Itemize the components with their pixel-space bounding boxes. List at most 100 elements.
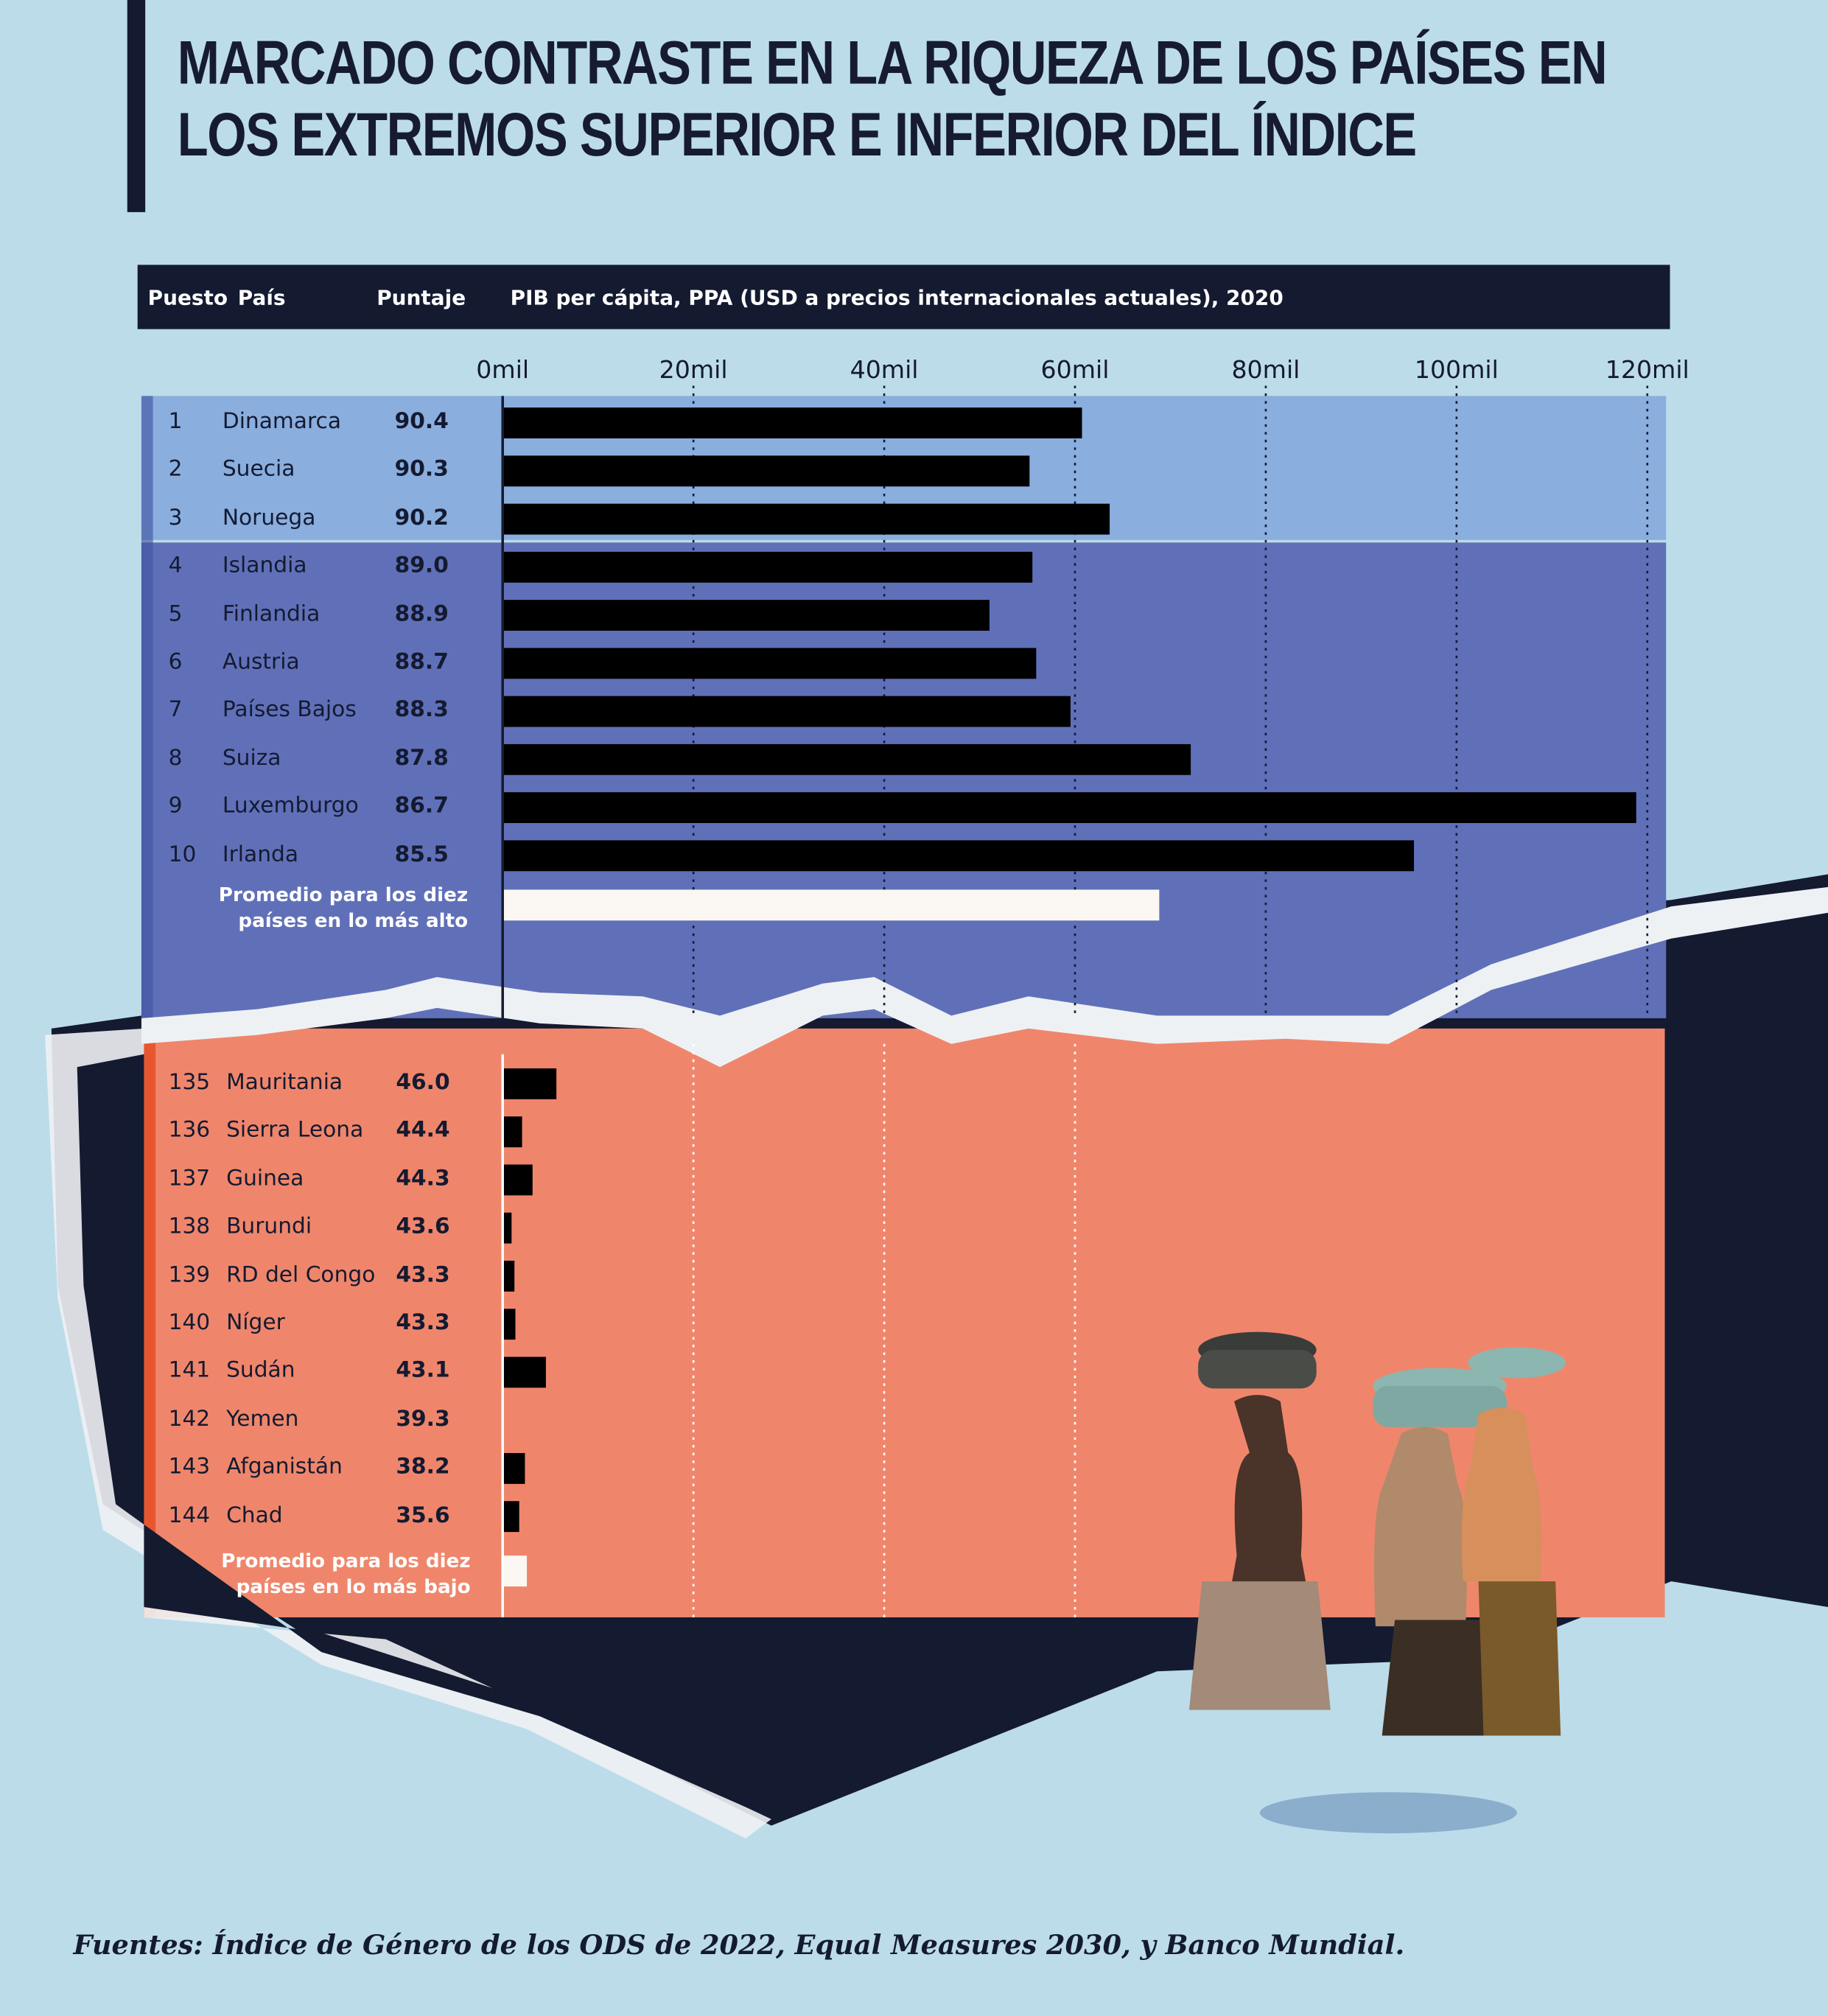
rank-label: 144 xyxy=(168,1502,211,1528)
bar-sierra-leona xyxy=(503,1116,522,1148)
score-label: 43.3 xyxy=(396,1309,450,1336)
score-label: 88.3 xyxy=(394,697,449,724)
country-label: Países Bajos xyxy=(222,697,357,724)
rank-label: 136 xyxy=(168,1117,211,1144)
score-label: 44.3 xyxy=(396,1166,450,1192)
torn-paper-edge xyxy=(141,886,1828,1068)
rank-label: 139 xyxy=(168,1261,211,1288)
rank-label: 2 xyxy=(168,457,183,483)
score-label: 90.4 xyxy=(394,408,449,435)
score-label: 85.5 xyxy=(394,841,449,868)
country-label: Finlandia xyxy=(222,601,321,627)
bar-afganistán xyxy=(503,1452,525,1484)
score-label: 90.2 xyxy=(394,505,449,531)
rank-label: 5 xyxy=(168,601,183,627)
rank-label: 1 xyxy=(168,408,183,435)
bar-chad xyxy=(503,1501,519,1533)
rank-label: 3 xyxy=(168,505,183,531)
country-label: Chad xyxy=(226,1502,283,1528)
score-label: 90.3 xyxy=(394,457,449,483)
source-note: Fuentes: Índice de Género de los ODS de … xyxy=(73,1928,1405,1961)
average-label: Promedio para los diez países en lo más b… xyxy=(221,1548,470,1600)
average-label-line-2: países en lo más alto xyxy=(238,909,469,932)
bar-países-bajos xyxy=(503,696,1071,727)
title-accent-bar xyxy=(127,0,146,212)
x-tick-label: 60mil xyxy=(1040,1625,1110,1653)
x-tick-label: 80mil xyxy=(1231,356,1300,385)
bar-suiza xyxy=(503,743,1191,775)
score-label: 86.7 xyxy=(394,793,449,819)
header-rank: Puesto xyxy=(147,285,228,310)
score-label: 39.3 xyxy=(396,1406,450,1432)
country-label: Afganistán xyxy=(226,1454,343,1480)
rank-label: 6 xyxy=(168,649,183,676)
score-label: 46.0 xyxy=(396,1069,450,1096)
score-label: 35.6 xyxy=(396,1502,450,1528)
bar-sudán xyxy=(503,1357,546,1388)
rank-label: 9 xyxy=(168,793,183,819)
country-label: Austria xyxy=(222,649,300,676)
rank-label: 141 xyxy=(168,1358,211,1385)
country-label: Dinamarca xyxy=(222,408,342,435)
score-label: 88.7 xyxy=(394,649,449,676)
bar-luxemburgo xyxy=(503,792,1636,824)
rank-label: 4 xyxy=(168,553,183,579)
country-label: Suiza xyxy=(222,745,281,771)
x-tick-label: 40mil xyxy=(850,1625,919,1653)
header-gdp: PIB per cápita, PPA (USD a precios inter… xyxy=(510,285,1284,310)
bar-irlanda xyxy=(503,840,1415,872)
rank-label: 140 xyxy=(168,1309,211,1336)
score-label: 43.3 xyxy=(396,1261,450,1288)
country-label: Yemen xyxy=(226,1406,299,1432)
score-label: 87.8 xyxy=(394,745,449,771)
rank-label: 135 xyxy=(168,1069,211,1096)
average-label-line-1: Promedio para los diez xyxy=(221,1549,471,1572)
x-tick-label: 120mil xyxy=(1605,356,1689,385)
bar-dinamarca xyxy=(503,407,1082,438)
bar-noruega xyxy=(503,503,1110,535)
score-label: 43.6 xyxy=(396,1214,450,1240)
country-label: RD del Congo xyxy=(226,1261,376,1288)
bar-guinea xyxy=(503,1164,533,1196)
x-tick-label: 20mil xyxy=(659,356,728,385)
x-tick-label: 60mil xyxy=(1040,356,1110,385)
top-panel-edge xyxy=(141,396,153,1018)
rank-label: 137 xyxy=(168,1166,211,1192)
rank-label: 10 xyxy=(168,841,197,868)
score-label: 89.0 xyxy=(394,553,449,579)
table-header xyxy=(137,265,1670,329)
bar-austria xyxy=(503,648,1037,679)
score-label: 88.9 xyxy=(394,601,449,627)
title-line-2: LOS EXTREMOS SUPERIOR E INFERIOR DEL ÍND… xyxy=(177,101,1417,170)
bottom-panel-edge xyxy=(144,1028,156,1617)
top-chart xyxy=(501,385,1649,1018)
x-tick-label: 0mil xyxy=(476,1625,530,1653)
bar-islandia xyxy=(503,551,1033,583)
bar-mauritania xyxy=(503,1068,557,1099)
average-label-line-2: países en lo más bajo xyxy=(236,1575,471,1598)
average-bar xyxy=(503,1555,528,1587)
country-label: Suecia xyxy=(222,457,295,483)
average-label-line-1: Promedio para los diez xyxy=(218,883,469,907)
header-country: País xyxy=(237,285,286,310)
x-tick-label: 20mil xyxy=(659,1625,728,1653)
header-score: Puntaje xyxy=(377,285,466,310)
score-label: 38.2 xyxy=(396,1454,450,1480)
country-label: Sierra Leona xyxy=(226,1117,364,1144)
country-label: Mauritania xyxy=(226,1069,343,1096)
average-label: Promedio para los diez países en lo más a… xyxy=(219,882,468,934)
average-bar xyxy=(503,889,1160,921)
bottom-chart xyxy=(501,1043,1076,1617)
women-carrying-basins-image xyxy=(1188,1331,1566,1834)
bar-burundi xyxy=(503,1212,512,1244)
bar-níger xyxy=(503,1309,516,1340)
x-tick-label: 40mil xyxy=(850,356,919,385)
bar-rd-del-congo xyxy=(503,1260,515,1292)
rank-label: 138 xyxy=(168,1214,211,1240)
country-label: Luxemburgo xyxy=(222,793,359,819)
country-label: Irlanda xyxy=(222,841,299,868)
bar-suecia xyxy=(503,455,1030,487)
